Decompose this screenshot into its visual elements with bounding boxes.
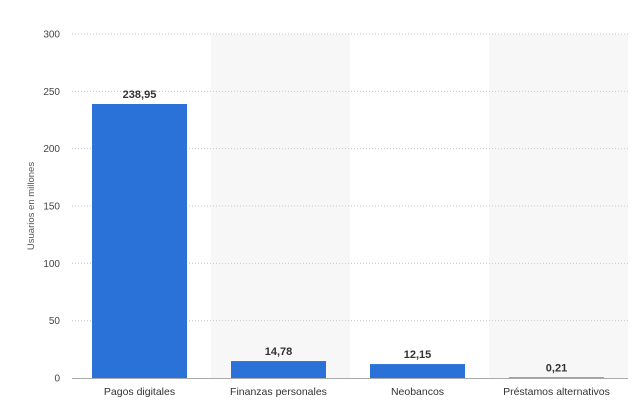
y-tick-label: 0	[54, 374, 60, 385]
bar	[92, 104, 187, 378]
bar	[509, 377, 604, 378]
data-label: 14,78	[265, 346, 293, 358]
y-tick-label: 100	[43, 259, 60, 270]
x-tick-label: Finanzas personales	[230, 386, 327, 398]
x-tick-label: Pagos digitales	[104, 386, 175, 398]
data-labels: 238,95 14,78 12,15 0,21	[123, 89, 568, 374]
y-axis-title: Usuarios en millones	[26, 162, 37, 250]
y-tick-label: 200	[43, 144, 60, 155]
y-tick-label: 50	[49, 316, 61, 327]
data-label: 12,15	[404, 349, 432, 361]
y-tick-label: 150	[43, 202, 60, 213]
bars	[92, 104, 604, 378]
category-labels: Pagos digitales Finanzas personales Neoban…	[104, 386, 610, 398]
y-tick-label: 300	[43, 30, 60, 41]
data-label: 238,95	[123, 89, 157, 101]
bar	[370, 364, 465, 378]
y-tick-label: 250	[43, 87, 60, 98]
data-label: 0,21	[546, 362, 567, 374]
bar	[231, 361, 326, 378]
y-axis-ticks: 0 50 100 150 200 250 300	[43, 30, 60, 385]
x-tick-label: Préstamos alternativos	[503, 386, 610, 398]
x-tick-label: Neobancos	[391, 386, 444, 398]
